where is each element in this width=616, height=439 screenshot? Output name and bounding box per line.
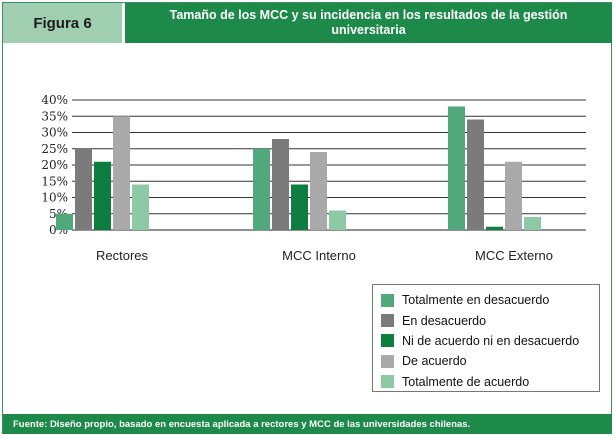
bar-rectores-series-1 <box>75 148 92 230</box>
legend-swatch-totalmente-de-acuerdo <box>381 375 394 389</box>
y-tick-label: 25% <box>41 142 68 156</box>
y-tick-label: 30% <box>41 126 68 140</box>
source-footer: Fuente: Diseño propio, basado en encuest… <box>3 414 612 434</box>
y-tick-label: 20% <box>41 158 68 172</box>
legend-item: En desacuerdo <box>381 310 599 330</box>
bar-mcc-externo-series-1 <box>467 119 484 230</box>
bar-mcc-interno-series-1 <box>272 139 289 230</box>
legend-item: Ni de acuerdo ni en desacuerdo <box>381 331 599 351</box>
figure-label: Figura 6 <box>3 3 122 43</box>
bar-rectores-series-3 <box>113 116 130 230</box>
bar-mcc-interno-series-3 <box>310 152 327 230</box>
y-tick-label: 35% <box>41 109 68 123</box>
x-axis-tick-labels: Rectores MCC Interno MCC Externo <box>96 248 553 263</box>
y-tick-label: 10% <box>41 191 68 205</box>
legend-swatch-totalmente-en-desacuerdo <box>381 293 394 307</box>
bars <box>56 106 541 230</box>
bar-mcc-externo-series-2 <box>486 226 503 230</box>
legend-item: De acuerdo <box>381 351 599 371</box>
bar-mcc-externo-series-3 <box>505 161 522 230</box>
bar-rectores-series-4 <box>132 184 149 230</box>
legend-label: Ni de acuerdo ni en desacuerdo <box>402 333 580 348</box>
x-tick-label: Rectores <box>96 248 149 263</box>
legend-swatch-en-desacuerdo <box>381 314 394 328</box>
figure-title: Tamaño de los MCC y su incidencia en los… <box>125 3 612 43</box>
bar-rectores-series-2 <box>94 161 111 230</box>
bar-mcc-externo-series-4 <box>524 217 541 230</box>
bar-mcc-interno-series-2 <box>291 184 308 230</box>
legend-item: Totalmente en desacuerdo <box>381 290 599 310</box>
legend-swatch-de-acuerdo <box>381 354 394 368</box>
legend-swatch-ni-de-acuerdo <box>381 334 394 348</box>
y-tick-label: 40% <box>41 93 68 107</box>
legend-label: Totalmente de acuerdo <box>402 374 530 389</box>
y-tick-label: 15% <box>41 174 68 188</box>
bar-mcc-interno-series-0 <box>253 148 270 230</box>
legend-label: De acuerdo <box>402 354 467 369</box>
legend-label: En desacuerdo <box>402 313 487 328</box>
bar-mcc-interno-series-4 <box>329 210 346 230</box>
x-tick-label: MCC Interno <box>282 248 356 263</box>
bar-mcc-externo-series-0 <box>448 106 465 230</box>
gridlines <box>72 99 586 231</box>
chart-legend: Totalmente en desacuerdo En desacuerdo N… <box>372 284 600 392</box>
legend-label: Totalmente en desacuerdo <box>402 293 550 308</box>
legend-item: Totalmente de acuerdo <box>381 372 599 392</box>
x-tick-label: MCC Externo <box>475 248 553 263</box>
bar-rectores-series-0 <box>56 213 73 230</box>
